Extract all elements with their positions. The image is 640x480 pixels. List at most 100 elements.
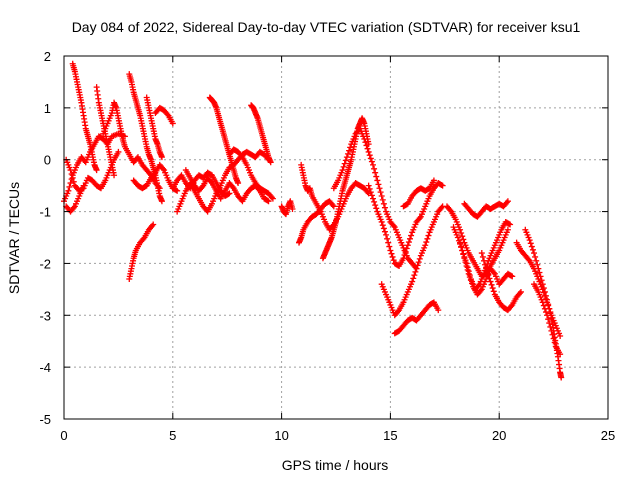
data-point (478, 250, 485, 257)
y-axis-title: SDTVAR / TECUs (6, 182, 22, 294)
data-point (140, 235, 147, 242)
data-point (517, 288, 524, 295)
data-point (376, 185, 383, 192)
series-arc-25 (391, 299, 442, 337)
data-point (404, 242, 411, 249)
data-point (368, 192, 375, 199)
data-point (402, 248, 409, 255)
data-point (367, 155, 374, 162)
data-point (368, 158, 375, 165)
data-point (386, 243, 393, 250)
data-point (80, 182, 87, 189)
series-arc-4 (69, 60, 100, 174)
data-point (369, 161, 376, 168)
data-point (533, 257, 540, 264)
data-point (384, 235, 391, 242)
series-arc-30 (461, 198, 511, 220)
data-point (531, 250, 538, 257)
data-point (115, 148, 122, 155)
data-point (366, 152, 373, 159)
data-point (367, 189, 374, 196)
series-arc-18 (278, 198, 296, 218)
data-point (380, 200, 387, 207)
data-point (504, 226, 511, 233)
data-point (330, 203, 337, 210)
data-point (174, 187, 181, 194)
data-point (439, 182, 446, 189)
data-point (164, 111, 171, 118)
data-point (395, 308, 402, 315)
data-point (363, 142, 370, 149)
data-point (465, 270, 472, 277)
data-point (344, 150, 351, 157)
data-point (381, 204, 388, 211)
data-point (378, 193, 385, 200)
data-point (379, 222, 386, 229)
data-point (150, 221, 157, 228)
data-point (425, 232, 432, 239)
data-point (551, 339, 558, 346)
data-point (405, 239, 412, 246)
data-point (464, 266, 471, 273)
data-point (414, 262, 421, 269)
data-point (238, 152, 245, 159)
series-arc-14 (182, 167, 272, 205)
data-point (558, 374, 565, 381)
data-point (458, 243, 465, 250)
data-point (390, 257, 397, 264)
data-point (342, 157, 349, 164)
y-tick-label: -5 (39, 412, 51, 427)
data-point (526, 237, 533, 244)
data-point (461, 255, 468, 262)
data-point (527, 240, 534, 247)
data-point (438, 204, 445, 211)
data-point (424, 235, 431, 242)
data-point (539, 299, 546, 306)
y-tick-label: -1 (39, 205, 51, 220)
data-point (532, 253, 539, 260)
data-point (539, 281, 546, 288)
data-point (516, 290, 523, 297)
data-point (547, 323, 554, 330)
data-point (538, 277, 545, 284)
data-point (385, 239, 392, 246)
x-tick-labels: 0 5 10 15 20 25 (60, 428, 615, 443)
data-point (93, 167, 100, 174)
data-point (549, 331, 556, 338)
series-arc-11 (152, 104, 176, 127)
data-point (410, 275, 417, 282)
data-point (490, 269, 497, 276)
x-tick-label: 0 (60, 428, 67, 443)
x-tick-label: 15 (383, 428, 397, 443)
data-point (415, 259, 422, 266)
data-point (149, 222, 156, 229)
data-point (540, 285, 547, 292)
data-point (373, 173, 380, 180)
data-point (403, 245, 410, 252)
y-tick-label: -3 (39, 308, 51, 323)
data-point (541, 288, 548, 295)
data-point (479, 253, 486, 260)
data-point (377, 189, 384, 196)
data-point (535, 265, 542, 272)
data-point (408, 232, 415, 239)
data-point (412, 268, 419, 275)
series-arc-31 (478, 250, 524, 314)
data-point (485, 272, 492, 279)
x-tick-label: 25 (601, 428, 615, 443)
data-point (508, 303, 515, 310)
data-point (541, 305, 548, 312)
data-point (346, 147, 353, 154)
data-point (199, 183, 206, 190)
data-point (477, 287, 484, 294)
data-point (544, 296, 551, 303)
data-point (557, 333, 564, 340)
y-tick-labels: 2 1 0 -1 -2 -3 -4 -5 (39, 49, 51, 427)
data-point (169, 120, 176, 127)
data-point (413, 265, 420, 272)
series-arc-10 (143, 94, 165, 161)
data-point (529, 246, 536, 253)
data-point (540, 302, 547, 309)
data-point (339, 167, 346, 174)
